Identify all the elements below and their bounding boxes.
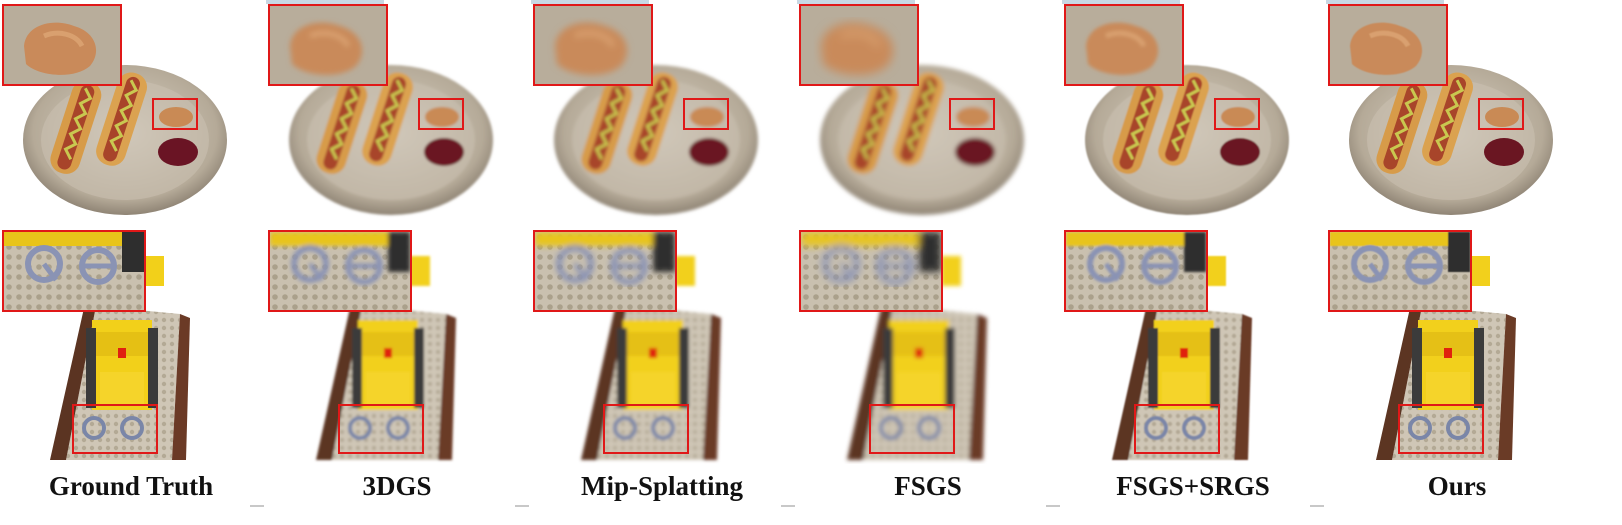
frame-edge — [1062, 0, 1180, 4]
hotdog-render-gt — [0, 0, 262, 220]
column-ours: Ours — [1326, 0, 1588, 525]
lego-zoom-marker — [1134, 404, 1220, 454]
lego-zoom-inset — [533, 230, 677, 312]
frame-edge — [1310, 505, 1324, 507]
hotdog-zoom-inset — [268, 4, 388, 86]
lego-render-mip — [531, 228, 793, 464]
column-mip: Mip-Splatting — [531, 0, 793, 525]
lego-zoom-marker — [603, 404, 689, 454]
hotdog-zoom-marker — [1478, 98, 1524, 130]
hotdog-render-fsgs — [797, 0, 1059, 220]
frame-edge — [250, 505, 264, 507]
hotdog-zoom-inset — [1064, 4, 1184, 86]
column-3dgs: 3DGS — [266, 0, 528, 525]
lego-zoom-marker — [338, 404, 424, 454]
column-caption: FSGS+SRGS — [1116, 471, 1270, 501]
lego-render-gt — [0, 228, 262, 464]
hotdog-zoom-inset — [2, 4, 122, 86]
column-caption: Ours — [1427, 471, 1487, 501]
hotdog-render-fsgs-srgs — [1062, 0, 1324, 220]
hotdog-zoom-marker — [418, 98, 464, 130]
lego-zoom-marker — [1398, 404, 1484, 454]
lego-render-fsgs — [797, 228, 1059, 464]
hotdog-render-3dgs — [266, 0, 528, 220]
column-caption: Ground Truth — [48, 471, 214, 501]
lego-zoom-inset — [1064, 230, 1208, 312]
column-fsgs: FSGS — [797, 0, 1059, 525]
hotdog-render-mip — [531, 0, 793, 220]
frame-edge — [781, 505, 795, 507]
lego-zoom-marker — [72, 404, 158, 454]
lego-zoom-inset — [799, 230, 943, 312]
lego-zoom-inset — [268, 230, 412, 312]
column-caption: 3DGS — [362, 471, 432, 501]
hotdog-zoom-marker — [1214, 98, 1260, 130]
hotdog-zoom-marker — [683, 98, 729, 130]
hotdog-zoom-inset — [1328, 4, 1448, 86]
frame-edge — [797, 0, 915, 4]
lego-zoom-inset — [2, 230, 146, 312]
frame-edge — [1326, 0, 1444, 4]
hotdog-zoom-marker — [152, 98, 198, 130]
frame-edge — [531, 0, 649, 4]
lego-zoom-inset — [1328, 230, 1472, 312]
lego-render-fsgs-srgs — [1062, 228, 1324, 464]
lego-render-3dgs — [266, 228, 528, 464]
column-caption: Mip-Splatting — [580, 471, 744, 501]
hotdog-zoom-inset — [799, 4, 919, 86]
frame-edge — [515, 505, 529, 507]
hotdog-render-ours — [1326, 0, 1588, 220]
lego-zoom-marker — [869, 404, 955, 454]
column-caption: FSGS — [894, 471, 962, 501]
hotdog-zoom-inset — [533, 4, 653, 86]
hotdog-zoom-marker — [949, 98, 995, 130]
frame-edge — [266, 0, 384, 4]
column-fsgs-srgs: FSGS+SRGS — [1062, 0, 1324, 525]
lego-render-ours — [1326, 228, 1588, 464]
column-gt: Ground Truth — [0, 0, 262, 525]
frame-edge — [1046, 505, 1060, 507]
